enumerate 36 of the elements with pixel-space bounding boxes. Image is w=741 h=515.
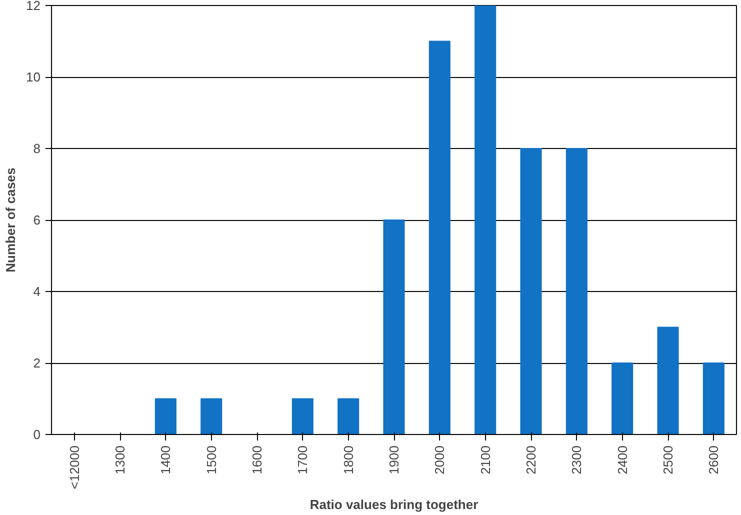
y-tick-label: 6 (33, 212, 41, 228)
x-tick-label: 2600 (706, 446, 722, 474)
bar (474, 6, 496, 434)
bar (520, 148, 542, 434)
bar (200, 398, 222, 434)
x-tick-label: 2400 (614, 446, 630, 474)
x-tick-label: <12000 (66, 445, 82, 490)
y-tick-label: 12 (26, 0, 41, 13)
x-axis-title: Ratio values bring together (310, 497, 478, 512)
y-tick-label: 4 (33, 284, 41, 299)
y-tick-label: 10 (26, 70, 41, 84)
y-tick-label: 2 (33, 356, 41, 370)
x-tick-label: 2100 (478, 446, 493, 474)
y-tick-label: 8 (33, 141, 41, 156)
bar (702, 362, 724, 434)
x-tick-label: 2300 (569, 446, 584, 474)
x-tick-label: 2000 (432, 446, 448, 474)
bar (383, 220, 405, 434)
bar (566, 148, 588, 434)
x-tick-label: 2500 (660, 446, 676, 474)
x-tick-label: 1400 (158, 446, 174, 474)
bar (154, 398, 176, 434)
x-tick-label: 1600 (250, 446, 264, 474)
x-tick-label: 1500 (204, 446, 219, 474)
y-tick-label: 0 (33, 427, 41, 442)
x-tick-label: 1300 (112, 446, 128, 474)
bar (428, 40, 450, 434)
bar (612, 362, 634, 434)
bar (338, 398, 360, 434)
bar (292, 398, 314, 434)
y-axis-title: Number of cases (3, 168, 18, 272)
x-tick-label: 1800 (340, 446, 356, 474)
bar (657, 326, 679, 434)
x-tick-label: 1900 (386, 446, 402, 474)
x-tick-label: 2200 (524, 446, 538, 474)
x-tick-label: 1700 (295, 446, 310, 474)
